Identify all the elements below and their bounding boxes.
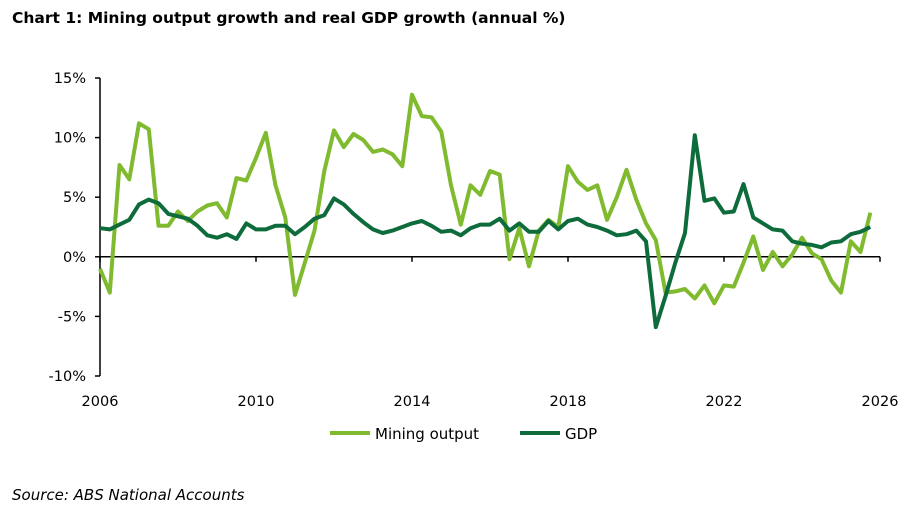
y-tick-label: 10% [54, 131, 86, 147]
x-tick-label: 2010 [238, 394, 275, 410]
chart-title: Chart 1: Mining output growth and real G… [12, 9, 566, 27]
y-tick-label: -5% [58, 309, 86, 325]
legend-label: Mining output [375, 425, 479, 443]
legend-label: GDP [565, 425, 597, 443]
series-line-mining-output [98, 92, 873, 306]
y-tick-label: -10% [49, 369, 86, 385]
x-tick-label: 2026 [862, 394, 899, 410]
x-tick-label: 2022 [706, 394, 743, 410]
source-note: Source: ABS National Accounts [12, 486, 245, 504]
x-tick-label: 2018 [550, 394, 587, 410]
y-tick-label: 0% [63, 250, 86, 266]
series-line-gdp [99, 133, 872, 330]
x-tick-label: 2006 [82, 394, 119, 410]
y-tick-label: 5% [63, 190, 86, 206]
x-tick-label: 2014 [394, 394, 431, 410]
y-tick-label: 15% [54, 71, 86, 87]
